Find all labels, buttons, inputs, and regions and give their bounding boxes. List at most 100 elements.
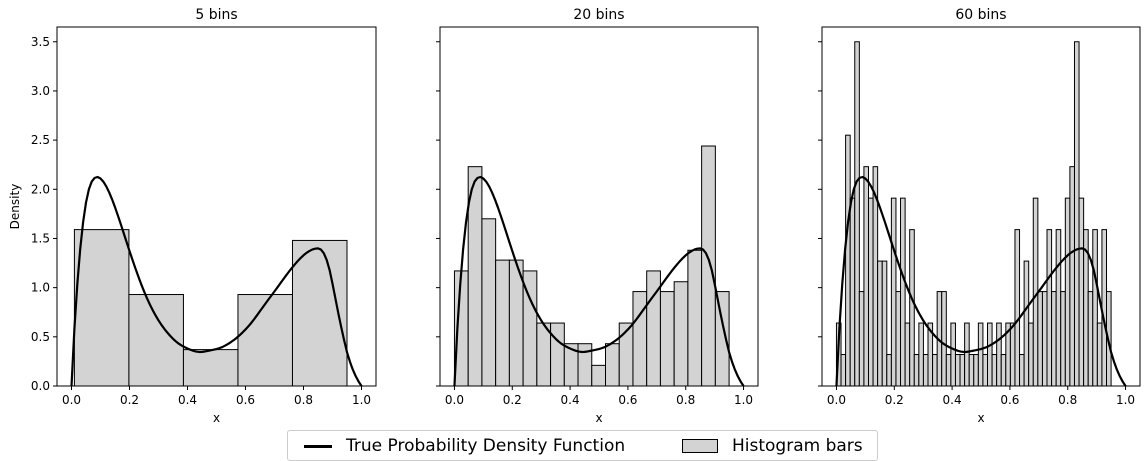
histogram-bar <box>1092 229 1098 387</box>
histogram-bar <box>1041 291 1048 387</box>
histogram-bar <box>182 349 239 387</box>
legend-pdf-label: True Probability Density Function <box>346 436 626 456</box>
histogram-bar <box>1073 41 1080 387</box>
histogram-bar <box>877 260 883 387</box>
y-tick-label: 2.0 <box>31 182 50 196</box>
x-tick-label: 1.0 <box>352 393 371 407</box>
histogram-bar <box>941 291 947 387</box>
histogram-bar <box>890 197 897 387</box>
histogram-bar <box>909 229 915 387</box>
histogram-bar <box>1078 197 1085 387</box>
histogram-bar <box>1037 291 1043 387</box>
x-tick-label: 0.4 <box>943 393 962 407</box>
x-tick-label: 0.2 <box>503 393 522 407</box>
histogram-bar <box>881 260 888 387</box>
y-tick-label: 0.0 <box>31 379 50 393</box>
panel-3: 0.0 0.2 0.4 0.6 0.8 1.0 x 60 bins <box>818 7 1141 425</box>
legend-histogram-swatch <box>682 439 718 453</box>
histogram-bar <box>987 322 993 387</box>
histogram-bar <box>481 218 497 387</box>
histogram-bar <box>73 229 130 387</box>
legend-pdf-line-swatch <box>304 445 332 448</box>
histogram-bar <box>1087 291 1094 387</box>
histogram-bar <box>854 41 860 387</box>
histogram-bar <box>495 259 510 387</box>
histogram-bar <box>1019 354 1025 387</box>
histogram-bar <box>1064 197 1071 387</box>
y-axis-label: Density <box>8 184 22 230</box>
histogram-bar <box>237 294 293 387</box>
histogram-bar <box>886 354 892 387</box>
histogram-bar <box>895 291 902 387</box>
histogram-bar <box>1101 229 1108 387</box>
histogram-bar <box>904 322 911 387</box>
y-tick-label: 3.0 <box>31 84 50 98</box>
x-tick-label: 0.4 <box>178 393 197 407</box>
histogram-bar <box>845 134 851 387</box>
x-axis-label: x <box>977 411 984 425</box>
histogram-bar <box>849 197 856 387</box>
panel-title: 5 bins <box>195 7 237 23</box>
histogram-bar <box>1060 291 1066 387</box>
histogram-bar <box>982 354 989 387</box>
histogram-bar <box>701 145 716 387</box>
x-tick-label: 0.6 <box>1000 393 1019 407</box>
histogram-bar <box>632 291 648 387</box>
legend: True Probability Density Function Histog… <box>287 430 878 461</box>
axes-frame <box>439 26 759 387</box>
histogram-bar <box>964 322 970 387</box>
x-tick-label: 0.8 <box>294 393 313 407</box>
y-tick-label: 2.5 <box>31 133 50 147</box>
x-tick-label: 1.0 <box>1116 393 1135 407</box>
histogram-bar <box>918 322 924 387</box>
x-axis-label: x <box>213 411 220 425</box>
panel-title: 60 bins <box>955 7 1006 23</box>
histogram-bar <box>1023 260 1030 387</box>
y-tick-label: 0.5 <box>31 330 50 344</box>
histogram-bar <box>900 197 906 387</box>
histogram-bar <box>591 364 607 387</box>
histogram-bar <box>913 354 920 387</box>
histogram-bar <box>673 281 689 387</box>
histogram-bar <box>1000 354 1007 387</box>
y-tick-label: 1.0 <box>31 281 50 295</box>
x-tick-label: 0.8 <box>676 393 695 407</box>
histogram-bar <box>605 343 620 387</box>
pdf-curve-line <box>835 175 1127 387</box>
histogram-bar <box>1051 291 1057 387</box>
histogram-bar <box>973 354 979 387</box>
x-tick-label: 0.2 <box>885 393 904 407</box>
histogram-bar <box>858 291 865 387</box>
histogram-bar <box>687 249 703 387</box>
histogram-bar <box>550 322 565 387</box>
x-tick-label: 0.0 <box>445 393 464 407</box>
panel-2: 0.0 0.2 0.4 0.6 0.8 1.0 x 20 bins <box>436 7 759 425</box>
panel-title: 20 bins <box>573 7 624 23</box>
histogram-bar <box>867 197 874 387</box>
histogram-bar <box>1069 166 1075 387</box>
legend-histogram-label: Histogram bars <box>732 436 863 456</box>
panel-1: 0.0 0.2 0.4 0.6 0.8 1.0 0.0 0.5 1.0 1.5 2.0 2.5 3.0 3… <box>31 7 377 425</box>
histogram-bar <box>659 291 675 387</box>
histogram-bar <box>1009 322 1016 387</box>
x-tick-label: 0.4 <box>561 393 580 407</box>
histogram-bar <box>1055 229 1062 387</box>
x-tick-label: 0.8 <box>1058 393 1077 407</box>
axes-frame <box>821 26 1141 387</box>
x-tick-label: 0.6 <box>618 393 637 407</box>
histogram-bar <box>959 354 966 387</box>
y-tick-label: 1.5 <box>31 231 50 245</box>
histogram-bar <box>840 354 847 387</box>
x-tick-label: 1.0 <box>734 393 753 407</box>
histogram-bar <box>954 354 961 387</box>
histogram-bar <box>922 354 929 387</box>
histogram-bar <box>950 322 956 387</box>
y-tick-label: 3.5 <box>31 35 50 49</box>
pdf-curve-line <box>453 175 745 387</box>
histogram-bar <box>977 322 984 387</box>
x-axis-label: x <box>595 411 602 425</box>
x-tick-label: 0.0 <box>827 393 846 407</box>
axes-frame <box>56 26 377 387</box>
histogram-bar <box>1028 322 1034 387</box>
